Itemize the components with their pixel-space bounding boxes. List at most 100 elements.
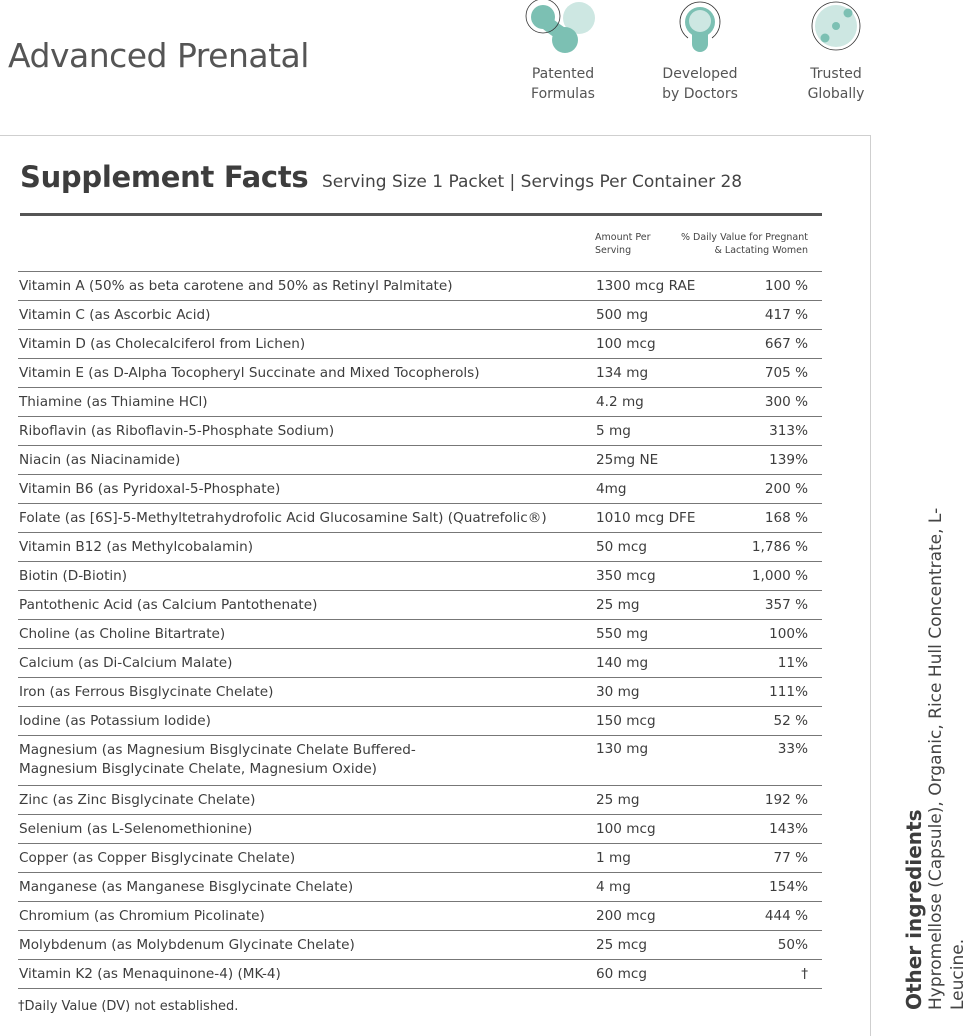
- daily-value: 139%: [736, 445, 822, 475]
- nutrient-name: Vitamin K2 (as Menaquinone-4) (MK-4): [18, 959, 596, 989]
- nutrient-name: Biotin (D-Biotin): [18, 561, 596, 591]
- amount-per-serving: 4.2 mg: [596, 387, 736, 417]
- daily-value: 313%: [736, 416, 822, 446]
- daily-value: 111%: [736, 677, 822, 707]
- header-line: Serving: [595, 245, 632, 256]
- nutrient-name: Iron (as Ferrous Bisglycinate Chelate): [18, 677, 596, 707]
- amount-per-serving: 25 mg: [596, 785, 736, 815]
- table-row: Vitamin B12 (as Methylcobalamin) 50 mcg 1,…: [18, 532, 822, 562]
- nutrient-name: Thiamine (as Thiamine HCl): [18, 387, 596, 417]
- badge-patented-formulas: Patented Formulas: [508, 0, 618, 104]
- footnote: †Daily Value (DV) not established.: [18, 999, 239, 1014]
- daily-value: 100%: [736, 619, 822, 649]
- daily-value: 11%: [736, 648, 822, 678]
- amount-per-serving: 1300 mcg RAE: [596, 271, 736, 301]
- supplement-facts-title: Supplement Facts: [20, 160, 309, 194]
- table-row: Magnesium (as Magnesium Bisglycinate Che…: [18, 735, 822, 786]
- nutrient-name: Chromium (as Chromium Picolinate): [18, 901, 596, 931]
- nutrient-name: Niacin (as Niacinamide): [18, 445, 596, 475]
- daily-value: 192 %: [736, 785, 822, 815]
- amount-per-serving: 25 mcg: [596, 930, 736, 960]
- daily-value: 444 %: [736, 901, 822, 931]
- table-row: Vitamin B6 (as Pyridoxal-5-Phosphate) 4mg…: [18, 474, 822, 504]
- nutrient-name: Pantothenic Acid (as Calcium Pantothenat…: [18, 590, 596, 620]
- table-row: Vitamin C (as Ascorbic Acid) 500 mg 417 %: [18, 300, 822, 330]
- nutrient-name: Selenium (as L-Selenomethionine): [18, 814, 596, 844]
- nutrient-name: Folate (as [6S]-5-Methyltetrahydrofolic …: [18, 503, 596, 533]
- daily-value: 50%: [736, 930, 822, 960]
- amount-per-serving: 50 mcg: [596, 532, 736, 562]
- badge-developed-by-doctors: Developed by Doctors: [645, 0, 755, 104]
- badge-label: Patented: [531, 66, 595, 82]
- table-row: Calcium (as Di-Calcium Malate) 140 mg 11%: [18, 648, 822, 678]
- nutrient-table: Vitamin A (50% as beta carotene and 50% …: [18, 271, 822, 989]
- header-line: % Daily Value for Pregnant: [680, 232, 808, 243]
- nutrient-name: Choline (as Choline Bitartrate): [18, 619, 596, 649]
- amount-per-serving: 500 mg: [596, 300, 736, 330]
- badge-label: Globally: [807, 86, 865, 102]
- daily-value: 168 %: [736, 503, 822, 533]
- column-header-daily-value: % Daily Value for Pregnant & Lactating W…: [660, 231, 808, 257]
- daily-value: 33%: [736, 735, 822, 786]
- daily-value: 357 %: [736, 590, 822, 620]
- daily-value: 1,000 %: [736, 561, 822, 591]
- nutrient-name: Magnesium (as Magnesium Bisglycinate Che…: [18, 735, 596, 786]
- table-row: Vitamin A (50% as beta carotene and 50% …: [18, 271, 822, 301]
- other-ingredients-text: Hypromellose (Capsule), Organic, Rice Hu…: [926, 507, 968, 1010]
- badge-label: Developed: [662, 66, 738, 82]
- daily-value: 77 %: [736, 843, 822, 873]
- daily-value: †: [736, 959, 822, 989]
- amount-per-serving: 100 mcg: [596, 814, 736, 844]
- table-row: Riboflavin (as Riboflavin-5-Phosphate So…: [18, 416, 822, 446]
- nutrient-name: Vitamin D (as Cholecalciferol from Liche…: [18, 329, 596, 359]
- amount-per-serving: 4 mg: [596, 872, 736, 902]
- nutrient-name: Vitamin C (as Ascorbic Acid): [18, 300, 596, 330]
- nutrient-name: Vitamin B6 (as Pyridoxal-5-Phosphate): [18, 474, 596, 504]
- badge-label: Trusted: [810, 66, 862, 82]
- amount-per-serving: 1010 mcg DFE: [596, 503, 736, 533]
- table-row: Biotin (D-Biotin) 350 mcg 1,000 %: [18, 561, 822, 591]
- nutrient-name: Copper (as Copper Bisglycinate Chelate): [18, 843, 596, 873]
- other-ingredients: Other ingredients Hypromellose (Capsule)…: [902, 450, 969, 1010]
- nutrient-name: Vitamin B12 (as Methylcobalamin): [18, 532, 596, 562]
- header-line: Amount Per: [595, 232, 651, 243]
- daily-value: 1,786 %: [736, 532, 822, 562]
- table-row: Manganese (as Manganese Bisglycinate Che…: [18, 872, 822, 902]
- header-line: & Lactating Women: [714, 245, 808, 256]
- table-row: Vitamin D (as Cholecalciferol from Liche…: [18, 329, 822, 359]
- amount-per-serving: 4mg: [596, 474, 736, 504]
- amount-per-serving: 25 mg: [596, 590, 736, 620]
- daily-value: 300 %: [736, 387, 822, 417]
- amount-per-serving: 100 mcg: [596, 329, 736, 359]
- table-row: Iron (as Ferrous Bisglycinate Chelate) 30…: [18, 677, 822, 707]
- nutrient-name: Manganese (as Manganese Bisglycinate Che…: [18, 872, 596, 902]
- daily-value: 417 %: [736, 300, 822, 330]
- nutrient-name: Riboflavin (as Riboflavin-5-Phosphate So…: [18, 416, 596, 446]
- amount-per-serving: 25mg NE: [596, 445, 736, 475]
- table-row: Thiamine (as Thiamine HCl) 4.2 mg 300 %: [18, 387, 822, 417]
- nutrient-name: Calcium (as Di-Calcium Malate): [18, 648, 596, 678]
- amount-per-serving: 140 mg: [596, 648, 736, 678]
- daily-value: 200 %: [736, 474, 822, 504]
- amount-per-serving: 130 mg: [596, 735, 736, 786]
- daily-value: 705 %: [736, 358, 822, 388]
- daily-value: 154%: [736, 872, 822, 902]
- amount-per-serving: 60 mcg: [596, 959, 736, 989]
- daily-value: 667 %: [736, 329, 822, 359]
- table-row: Vitamin E (as D-Alpha Tocopheryl Succina…: [18, 358, 822, 388]
- nutrient-name: Zinc (as Zinc Bisglycinate Chelate): [18, 785, 596, 815]
- nutrient-name: Iodine (as Potassium Iodide): [18, 706, 596, 736]
- badge-label: by Doctors: [662, 86, 738, 102]
- table-row: Folate (as [6S]-5-Methyltetrahydrofolic …: [18, 503, 822, 533]
- nutrient-name: Vitamin E (as D-Alpha Tocopheryl Succina…: [18, 358, 596, 388]
- amount-per-serving: 550 mg: [596, 619, 736, 649]
- amount-per-serving: 350 mcg: [596, 561, 736, 591]
- other-ingredients-title: Other ingredients: [902, 809, 926, 1010]
- table-row: Choline (as Choline Bitartrate) 550 mg 100…: [18, 619, 822, 649]
- table-row: Pantothenic Acid (as Calcium Pantothenat…: [18, 590, 822, 620]
- nutrient-name: Vitamin A (50% as beta carotene and 50% …: [18, 271, 596, 301]
- title-divider: [20, 213, 822, 216]
- amount-per-serving: 134 mg: [596, 358, 736, 388]
- amount-per-serving: 5 mg: [596, 416, 736, 446]
- badge-label: Formulas: [531, 86, 595, 102]
